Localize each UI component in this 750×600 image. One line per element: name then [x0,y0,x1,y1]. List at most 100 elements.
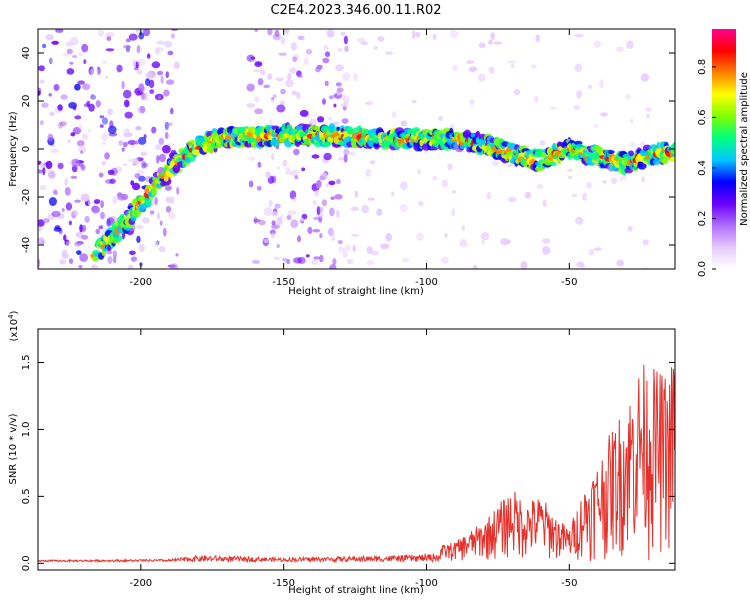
noise-speckle [346,151,356,156]
noise-speckle [80,150,84,154]
noise-speckle [164,131,169,140]
noise-speckle [270,232,276,239]
noise-speckle [127,264,134,269]
noise-speckle [67,139,71,143]
noise-speckle [136,224,144,230]
noise-speckle [293,148,300,156]
noise-speckle [139,243,145,253]
noise-speckle [68,220,72,226]
snr-series-line [38,364,675,564]
noise-speckle [105,31,115,38]
ridge-cell [582,149,588,154]
noise-speckle [352,244,357,252]
snr-frame [37,328,676,571]
noise-speckle [338,157,344,161]
noise-speckle [342,72,351,81]
noise-speckle [251,259,261,264]
colorbar-label: Normalized spectral amplitude [739,72,750,226]
noise-speckle [323,152,332,161]
noise-speckle [94,127,101,136]
noise-speckle [57,162,64,170]
ridge-cell [163,176,169,182]
noise-speckle [305,254,310,258]
noise-speckle [136,69,143,75]
noise-speckle [39,162,47,168]
noise-speckle [616,46,624,52]
noise-speckle [70,132,76,137]
noise-speckle [154,241,158,248]
noise-speckle [640,176,646,183]
noise-speckle [361,204,369,214]
noise-speckle [164,185,172,191]
noise-speckle [642,239,649,246]
noise-speckle [69,61,74,65]
noise-speckle [353,73,358,82]
noise-speckle [127,140,137,145]
noise-speckle [38,87,42,94]
noise-speckle [416,232,424,241]
noise-speckle [367,197,376,201]
noise-speckle [343,35,348,45]
noise-speckle [588,248,595,256]
noise-speckle [486,191,492,200]
y-tick-label: 0 [21,146,32,152]
noise-speckle [38,169,43,174]
noise-speckle [338,246,346,253]
noise-speckle [121,147,125,152]
noise-speckle [330,196,335,200]
noise-speckle [50,148,60,154]
noise-speckle [148,79,155,89]
ridge-cell [652,158,661,166]
noise-speckle [350,233,360,237]
noise-speckle [276,217,283,226]
noise-speckle [542,199,547,208]
noise-speckle [369,160,376,165]
noise-speckle [438,116,443,121]
noise-speckle [167,143,175,147]
noise-speckle [101,161,106,166]
noise-speckle [63,234,67,241]
noise-speckle [256,185,262,191]
colorbar-tick-label: 0.4 [697,160,708,176]
noise-speckle [525,213,529,218]
noise-speckle [102,60,107,64]
noise-speckle [574,63,583,73]
noise-speckle [157,212,160,220]
noise-speckle [331,233,336,241]
noise-speckle [163,89,170,97]
noise-speckle [165,196,171,203]
noise-speckle [135,126,142,131]
noise-speckle [47,181,54,191]
noise-speckle [366,259,375,266]
noise-speckle [507,196,517,203]
ridge-cell [151,187,157,197]
noise-speckle [143,179,150,184]
noise-speckle [488,66,495,74]
noise-speckle [102,117,108,125]
noise-speckle [257,78,264,86]
noise-speckle [96,66,101,76]
noise-speckle [269,118,273,125]
noise-speckle [350,206,359,211]
noise-speckle [142,29,151,37]
noise-speckle [124,99,130,108]
noise-speckle [279,100,285,106]
noise-speckle [55,29,64,33]
noise-speckle [594,124,598,128]
noise-speckle [451,208,456,217]
noise-speckle [83,59,87,65]
noise-speckle [329,95,334,100]
snr-panel: -200 -150 -100 -50 0.0 0.5 1.0 1.5 Height of st… [7,310,676,596]
noise-speckle [145,72,155,79]
noise-speckle [340,102,347,108]
noise-speckle [132,59,136,67]
noise-speckle [108,125,117,135]
noise-speckle [53,84,60,91]
noise-speckle [449,30,459,39]
noise-speckle [392,265,401,269]
noise-speckle [600,112,608,117]
noise-speckle [122,141,128,148]
noise-speckle [136,235,141,243]
